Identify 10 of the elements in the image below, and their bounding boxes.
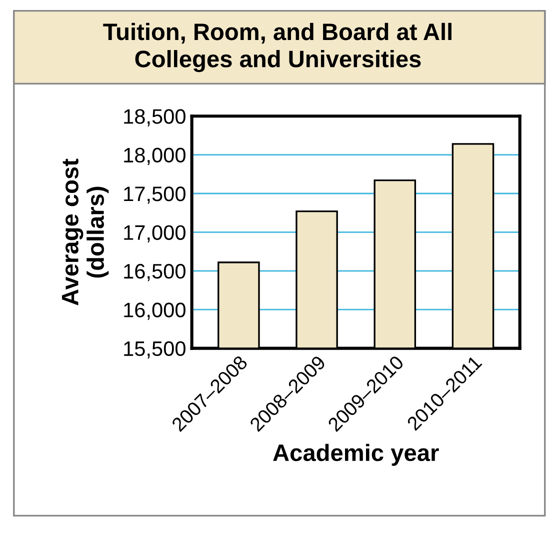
y-tick-label: 18,500 bbox=[124, 109, 186, 126]
y-axis-title: Average cost (dollars) bbox=[62, 158, 109, 306]
y-tick-label: 16,000 bbox=[124, 302, 186, 320]
y-tick-label: 17,000 bbox=[124, 225, 186, 242]
y-tick-label: 16,500 bbox=[124, 264, 186, 282]
y-tick-label: 15,500 bbox=[124, 341, 186, 359]
x-axis-title: Academic year bbox=[273, 444, 439, 466]
chart-title: Tuition, Room, and Board at All Colleges and Universities bbox=[103, 22, 452, 72]
y-tick-label: 18,000 bbox=[124, 148, 186, 166]
y-tick-label: 17,500 bbox=[124, 186, 186, 204]
